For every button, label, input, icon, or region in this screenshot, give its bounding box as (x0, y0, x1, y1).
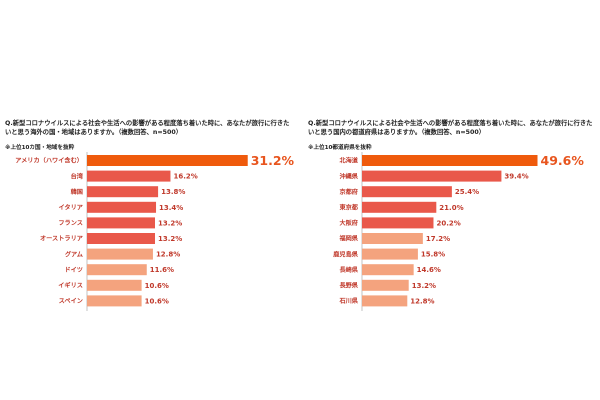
left-note-text: ※上位10カ国・地域を抜粋 (5, 145, 75, 151)
right-bar-6 (362, 248, 418, 260)
left-category-label-8: イギリス (58, 282, 83, 290)
right-category-label-9: 石川県 (338, 297, 358, 305)
left-value-label-0: 31.2% (251, 153, 295, 168)
right-value-label-5: 17.2% (426, 235, 450, 243)
left-question-text: Q.新型コロナウイルスによる社会や生活への影響がある程度落ち着いた時に、あなたが… (5, 120, 290, 136)
right-bar-chart: 北海道 49.6% 沖縄県 39.4% 京都府 25.4% 東京都 21.0% 大阪府 20.2%… (332, 152, 585, 311)
right-value-label-4: 20.2% (436, 219, 460, 227)
right-category-label-1: 沖縄県 (339, 172, 358, 180)
right-category-label-0: 北海道 (339, 157, 358, 165)
left-bar-2 (87, 186, 159, 198)
right-bar-3 (362, 201, 437, 213)
left-value-label-2: 13.8% (161, 188, 185, 196)
left-value-label-7: 11.6% (150, 266, 174, 274)
left-category-label-4: フランス (58, 220, 83, 227)
right-value-label-2: 25.4% (455, 188, 479, 196)
left-category-label-9: スペイン (59, 298, 83, 305)
right-category-label-4: 大阪府 (339, 219, 358, 227)
right-chart-panel: Q.新型コロナウイルスによる社会や生活への影響がある程度落ち着いた時に、あなたが… (303, 0, 600, 400)
left-chart-panel: Q.新型コロナウイルスによる社会や生活への影響がある程度落ち着いた時に、あなたが… (0, 0, 298, 400)
right-value-label-3: 21.0% (439, 204, 463, 212)
right-bar-7 (362, 264, 414, 276)
right-category-label-3: 東京都 (339, 204, 358, 212)
right-value-label-9: 12.8% (410, 297, 434, 305)
right-value-label-0: 49.6% (541, 153, 585, 168)
right-category-label-6: 鹿児島県 (332, 250, 359, 258)
left-category-label-3: イタリア (58, 204, 83, 212)
left-bar-4 (87, 217, 155, 229)
left-category-label-2: 韓国 (71, 188, 83, 196)
left-bar-8 (87, 279, 142, 291)
left-value-label-4: 13.2% (158, 219, 182, 227)
left-bar-chart: アメリカ（ハワイ含む） 31.2% 台湾 16.2% 韓国 13.8% イタリア 13.4% フ… (15, 152, 295, 311)
right-category-label-7: 長崎県 (339, 266, 358, 274)
left-value-label-3: 13.4% (159, 204, 183, 212)
left-category-label-5: オーストラリア (40, 236, 83, 243)
right-value-label-8: 13.2% (412, 282, 436, 290)
left-category-label-7: ドイツ (64, 267, 83, 274)
right-category-label-5: 福岡県 (338, 235, 358, 243)
left-bar-1 (87, 170, 171, 182)
right-bar-4 (362, 217, 434, 229)
left-bar-3 (87, 201, 157, 213)
right-bar-2 (362, 186, 452, 198)
right-category-label-2: 京都府 (339, 188, 358, 196)
left-category-label-0: アメリカ（ハワイ含む） (15, 157, 83, 165)
left-bar-9 (87, 295, 142, 307)
right-category-label-8: 長野県 (339, 282, 358, 290)
left-value-label-6: 12.8% (156, 251, 180, 259)
right-bar-9 (362, 295, 408, 307)
right-bar-0 (362, 155, 538, 166)
right-value-label-1: 39.4% (504, 173, 528, 181)
left-value-label-9: 10.6% (145, 297, 169, 305)
right-value-label-6: 15.8% (421, 251, 445, 259)
right-note-text: ※上位10都道府県を抜粋 (308, 145, 372, 151)
left-bar-7 (87, 264, 147, 276)
right-question-text: Q.新型コロナウイルスによる社会や生活への影響がある程度落ち着いた時に、あなたが… (308, 120, 593, 136)
right-bar-1 (362, 170, 502, 182)
left-category-label-1: 台湾 (71, 172, 84, 180)
right-bar-5 (362, 233, 423, 244)
left-value-label-8: 10.6% (145, 282, 169, 290)
left-bar-0 (87, 155, 248, 166)
right-bar-8 (362, 279, 409, 291)
right-value-label-7: 14.6% (417, 266, 441, 274)
left-bar-6 (87, 248, 153, 260)
left-value-label-5: 13.2% (158, 235, 182, 243)
left-value-label-1: 16.2% (173, 173, 197, 181)
left-bar-5 (87, 233, 155, 244)
left-category-label-6: グアム (65, 250, 83, 258)
